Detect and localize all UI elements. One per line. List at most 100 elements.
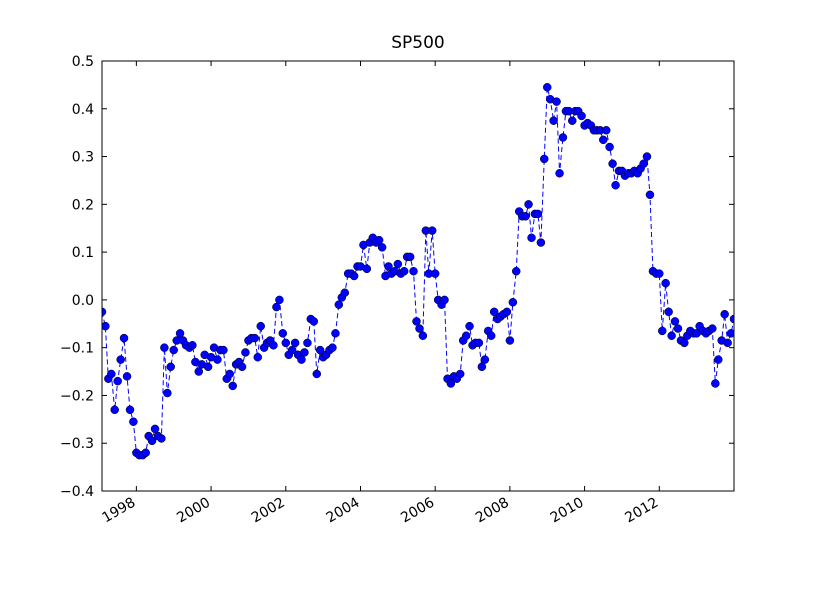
data-point (116, 355, 125, 364)
data-point (188, 341, 197, 350)
data-point (670, 317, 680, 326)
data-point (275, 295, 284, 305)
data-point (113, 376, 122, 386)
data-point (147, 436, 157, 446)
data-point (430, 269, 440, 278)
data-point (374, 235, 384, 245)
data-point (169, 345, 178, 355)
data-point (502, 307, 512, 317)
data-point (315, 345, 325, 355)
data-point (664, 307, 673, 317)
data-point (129, 417, 138, 426)
data-point (213, 355, 222, 364)
data-point (303, 338, 312, 348)
data-point (555, 169, 564, 178)
data-point (639, 159, 648, 168)
data-point (558, 133, 568, 142)
data-point (102, 321, 110, 331)
y-tick-label: −0.4 (60, 484, 94, 500)
data-point (511, 266, 521, 276)
data-point (599, 135, 608, 145)
data-point (297, 355, 306, 364)
data-point (110, 405, 119, 415)
data-point (446, 379, 456, 388)
data-point (486, 331, 496, 340)
y-tick-label: 0.3 (72, 150, 94, 166)
data-point (533, 209, 543, 219)
data-point (642, 152, 652, 161)
data-point (673, 324, 683, 333)
data-point (536, 238, 546, 247)
data-point (340, 288, 350, 297)
data-point (393, 259, 403, 269)
data-point (300, 348, 309, 357)
data-point (399, 266, 409, 276)
data-point (250, 333, 260, 343)
data-point (166, 362, 175, 372)
data-point (527, 233, 536, 243)
data-point (611, 180, 620, 190)
data-point (461, 331, 471, 340)
data-point (241, 348, 250, 357)
data-point (427, 226, 437, 235)
data-point (203, 362, 213, 372)
data-point (175, 329, 185, 338)
data-point (331, 329, 340, 338)
data-point (655, 269, 664, 278)
data-point (287, 345, 297, 355)
data-point (549, 116, 558, 125)
data-point (272, 302, 281, 312)
data-point (194, 367, 203, 376)
data-point (107, 369, 116, 379)
data-point (729, 314, 734, 324)
y-tick-label: −0.3 (60, 436, 94, 452)
y-tick-label: −0.1 (60, 341, 94, 357)
data-point (119, 333, 129, 343)
data-point (102, 307, 107, 317)
data-point (228, 381, 237, 391)
y-tick-label: −0.2 (60, 388, 94, 404)
data-point (552, 97, 561, 106)
data-point (608, 159, 617, 168)
data-point (122, 372, 132, 381)
data-point (281, 338, 291, 348)
y-tick-label: 0.1 (72, 245, 94, 261)
data-point (225, 369, 234, 379)
data-point (409, 266, 418, 276)
data-point (465, 321, 474, 331)
data-point (577, 111, 586, 121)
data-point (723, 338, 732, 348)
data-point (418, 331, 428, 340)
data-point (157, 434, 166, 443)
data-point (568, 116, 577, 125)
data-point (328, 343, 337, 352)
data-point (377, 243, 387, 252)
data-point (237, 362, 247, 372)
data-point (661, 278, 670, 288)
data-point (711, 379, 720, 388)
data-point (415, 324, 424, 333)
data-point (362, 264, 372, 274)
plot-frame (101, 60, 735, 492)
data-point (708, 324, 717, 333)
data-point (508, 298, 518, 307)
data-point (405, 252, 415, 262)
y-tick-label: 0.4 (72, 102, 94, 118)
data-point (412, 317, 421, 326)
data-point (349, 271, 359, 281)
data-point (290, 338, 300, 348)
data-point (455, 369, 465, 379)
y-tick-label: 0.5 (72, 54, 94, 70)
data-point (540, 154, 549, 164)
data-point (521, 212, 530, 221)
data-point (163, 388, 172, 398)
data-point (477, 362, 487, 372)
data-point (125, 405, 135, 415)
data-point (680, 338, 689, 348)
y-tick-label: 0.2 (72, 197, 94, 213)
data-point (219, 345, 228, 355)
data-point (505, 336, 515, 345)
